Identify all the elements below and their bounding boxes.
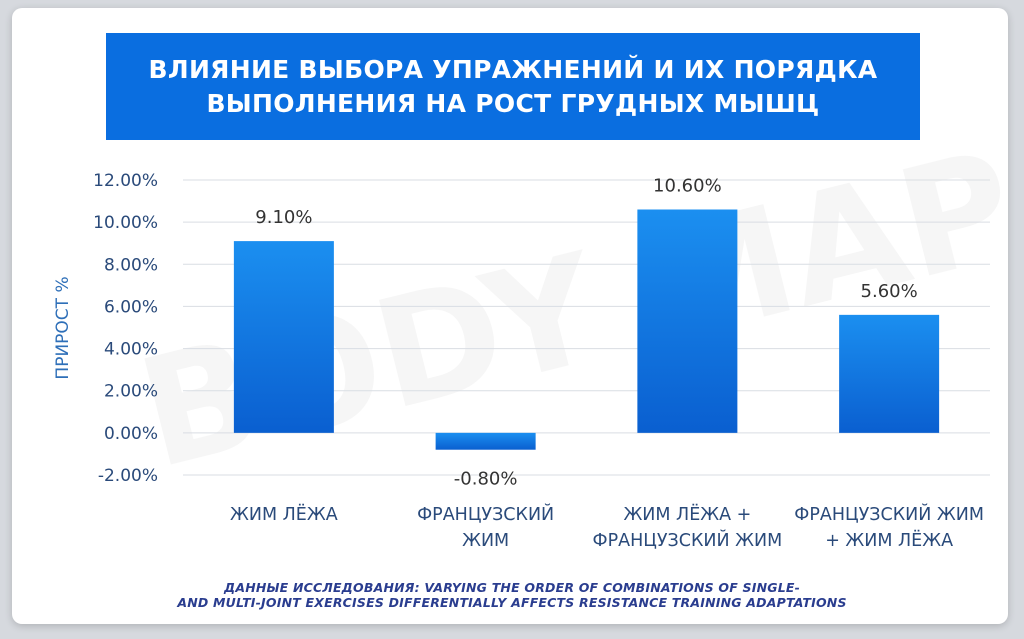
data-label: 5.60% <box>861 281 918 302</box>
category-label: ФРАНЦУЗСКИЙ ЖИМ <box>794 503 984 525</box>
category-label: + ЖИМ ЛЁЖА <box>825 530 953 551</box>
y-tick-label: 4.00% <box>104 340 158 360</box>
source-note-line-1: ДАННЫЕ ИССЛЕДОВАНИЯ: VARYING THE ORDER O… <box>223 580 800 595</box>
title-banner: ВЛИЯНИЕ ВЫБОРА УПРАЖНЕНИЙ И ИХ ПОРЯДКА В… <box>106 33 920 140</box>
category-label: ЖИМ <box>462 531 509 551</box>
y-tick-label: -2.00% <box>98 466 158 486</box>
category-label: ФРАНЦУЗСКИЙ <box>417 503 554 525</box>
bar <box>435 432 536 450</box>
y-axis-label: ПРИРОСТ % <box>53 276 73 379</box>
data-label: 10.60% <box>653 176 722 197</box>
chart-title-line-1: ВЛИЯНИЕ ВЫБОРА УПРАЖНЕНИЙ И ИХ ПОРЯДКА <box>148 54 878 84</box>
y-tick-label: 6.00% <box>104 297 158 317</box>
y-tick-label: 2.00% <box>104 382 158 402</box>
category-label: ЖИМ ЛЁЖА + <box>623 504 751 525</box>
y-tick-label: 10.00% <box>93 213 158 233</box>
chart-title-line-2: ВЫПОЛНЕНИЯ НА РОСТ ГРУДНЫХ МЫШЦ <box>206 88 820 118</box>
y-tick-label: 8.00% <box>104 255 158 275</box>
data-label: -0.80% <box>454 469 518 490</box>
data-label: 9.10% <box>255 207 312 228</box>
bar <box>233 241 334 433</box>
bar <box>637 209 738 433</box>
y-tick-label: 12.00% <box>93 171 158 191</box>
source-note-line-2: AND MULTI-JOINT EXERCISES DIFFERENTIALLY… <box>177 595 847 610</box>
category-label: ЖИМ ЛЁЖА <box>230 504 338 525</box>
category-label: ФРАНЦУЗСКИЙ ЖИМ <box>593 529 783 551</box>
y-tick-label: 0.00% <box>104 424 158 444</box>
bar <box>839 314 940 433</box>
